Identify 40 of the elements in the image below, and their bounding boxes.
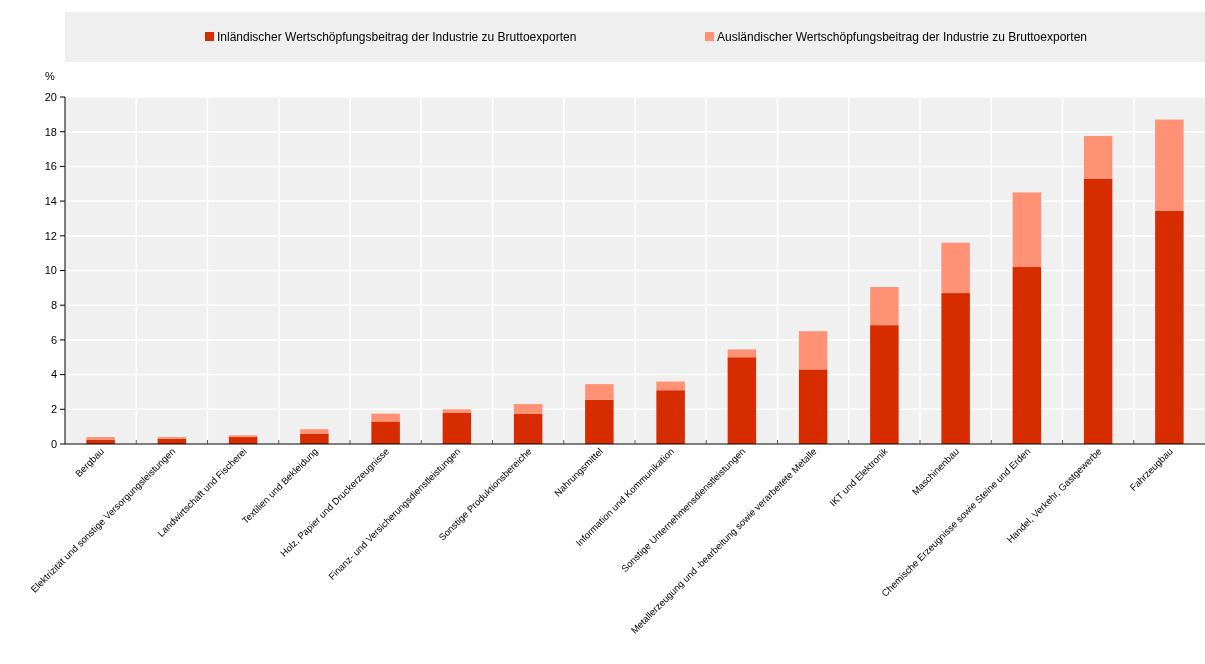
bar bbox=[300, 429, 329, 434]
y-tick-label: 4 bbox=[50, 368, 57, 381]
y-tick-label: 2 bbox=[50, 403, 57, 416]
bar bbox=[1012, 267, 1042, 444]
y-tick-label: 0 bbox=[50, 437, 57, 450]
bar bbox=[870, 286, 899, 326]
bar bbox=[941, 293, 970, 444]
y-tick-label: 14 bbox=[44, 194, 57, 207]
bar bbox=[1083, 178, 1113, 444]
y-tick-label: 12 bbox=[44, 229, 57, 242]
bar bbox=[442, 412, 472, 444]
bar bbox=[513, 404, 543, 414]
bar bbox=[371, 413, 400, 422]
bar bbox=[371, 421, 400, 444]
bar bbox=[86, 437, 115, 440]
y-tick-label: 10 bbox=[44, 264, 57, 277]
legend-label: Inländischer Wertschöpfungsbeitrag der Industrie zu Bruttoexporten bbox=[217, 30, 577, 44]
y-tick-label: 18 bbox=[44, 125, 57, 138]
bar bbox=[870, 325, 899, 444]
bar bbox=[727, 349, 757, 358]
legend-label: Ausländischer Wertschöpfungsbeitrag der Industrie zu Bruttoexporten bbox=[717, 30, 1087, 44]
bar bbox=[656, 381, 685, 391]
bar bbox=[798, 331, 828, 370]
bar bbox=[513, 413, 543, 444]
bar bbox=[798, 369, 828, 444]
bar bbox=[727, 357, 757, 444]
bar bbox=[1155, 119, 1184, 211]
y-axis-title: % bbox=[45, 70, 55, 82]
bar bbox=[585, 384, 614, 400]
bar bbox=[1083, 136, 1113, 179]
bar bbox=[585, 399, 614, 444]
bar bbox=[1155, 210, 1184, 444]
bar bbox=[442, 409, 472, 413]
y-tick-label: 20 bbox=[44, 90, 57, 103]
bar bbox=[941, 242, 970, 294]
y-tick-label: 6 bbox=[50, 333, 57, 346]
y-tick-label: 16 bbox=[44, 160, 57, 173]
bar bbox=[656, 390, 685, 444]
y-tick-label: 8 bbox=[50, 299, 57, 312]
bar bbox=[1012, 192, 1042, 268]
